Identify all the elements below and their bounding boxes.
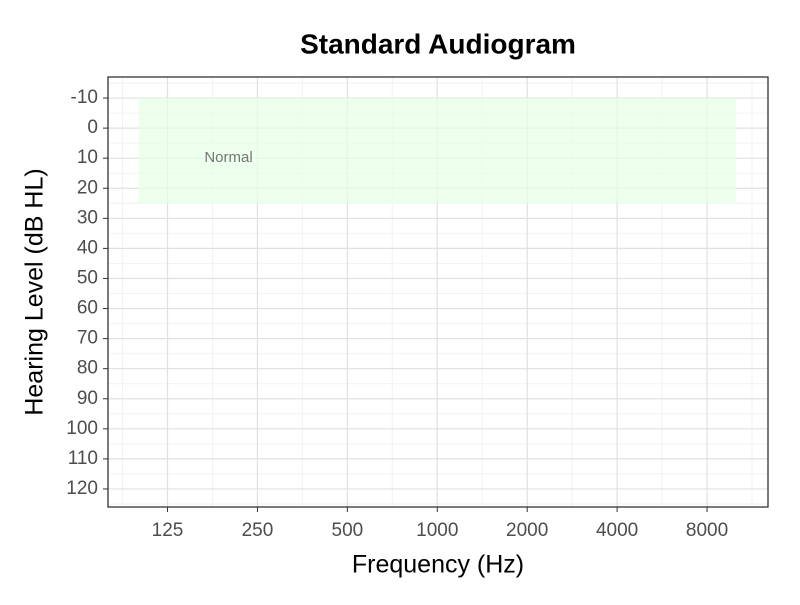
x-tick-label: 8000 bbox=[686, 520, 728, 541]
x-tick-label: 2000 bbox=[506, 520, 548, 541]
x-tick-label: 1000 bbox=[416, 520, 458, 541]
y-tick-label: 90 bbox=[77, 388, 98, 409]
y-tick-label: 70 bbox=[77, 328, 98, 349]
region-label: Normal bbox=[204, 149, 252, 166]
y-tick-label: 20 bbox=[77, 177, 98, 198]
y-tick-label: 30 bbox=[77, 207, 98, 228]
region bbox=[138, 98, 736, 204]
y-tick-label: 100 bbox=[66, 418, 98, 439]
y-tick-label: 0 bbox=[87, 117, 98, 138]
x-tick-label: 500 bbox=[332, 520, 364, 541]
y-tick-label: 10 bbox=[77, 147, 98, 168]
y-tick-label: 110 bbox=[68, 448, 98, 469]
x-axis-label: Frequency (Hz) bbox=[352, 551, 524, 579]
chart-title: Standard Audiogram bbox=[300, 28, 576, 59]
y-axis-label: Hearing Level (dB HL) bbox=[21, 168, 49, 415]
y-tick-label: 50 bbox=[77, 267, 98, 288]
x-tick-label: 4000 bbox=[596, 520, 638, 541]
y-tick-label: 80 bbox=[77, 358, 98, 379]
x-tick-label: 250 bbox=[242, 520, 274, 541]
panel-border bbox=[107, 76, 769, 508]
y-tick-label: 40 bbox=[77, 237, 98, 258]
y-tick-label: 120 bbox=[66, 478, 98, 499]
y-tick-label: 60 bbox=[77, 298, 98, 319]
x-tick-label: 125 bbox=[152, 520, 184, 541]
y-tick-label: -10 bbox=[71, 87, 98, 108]
